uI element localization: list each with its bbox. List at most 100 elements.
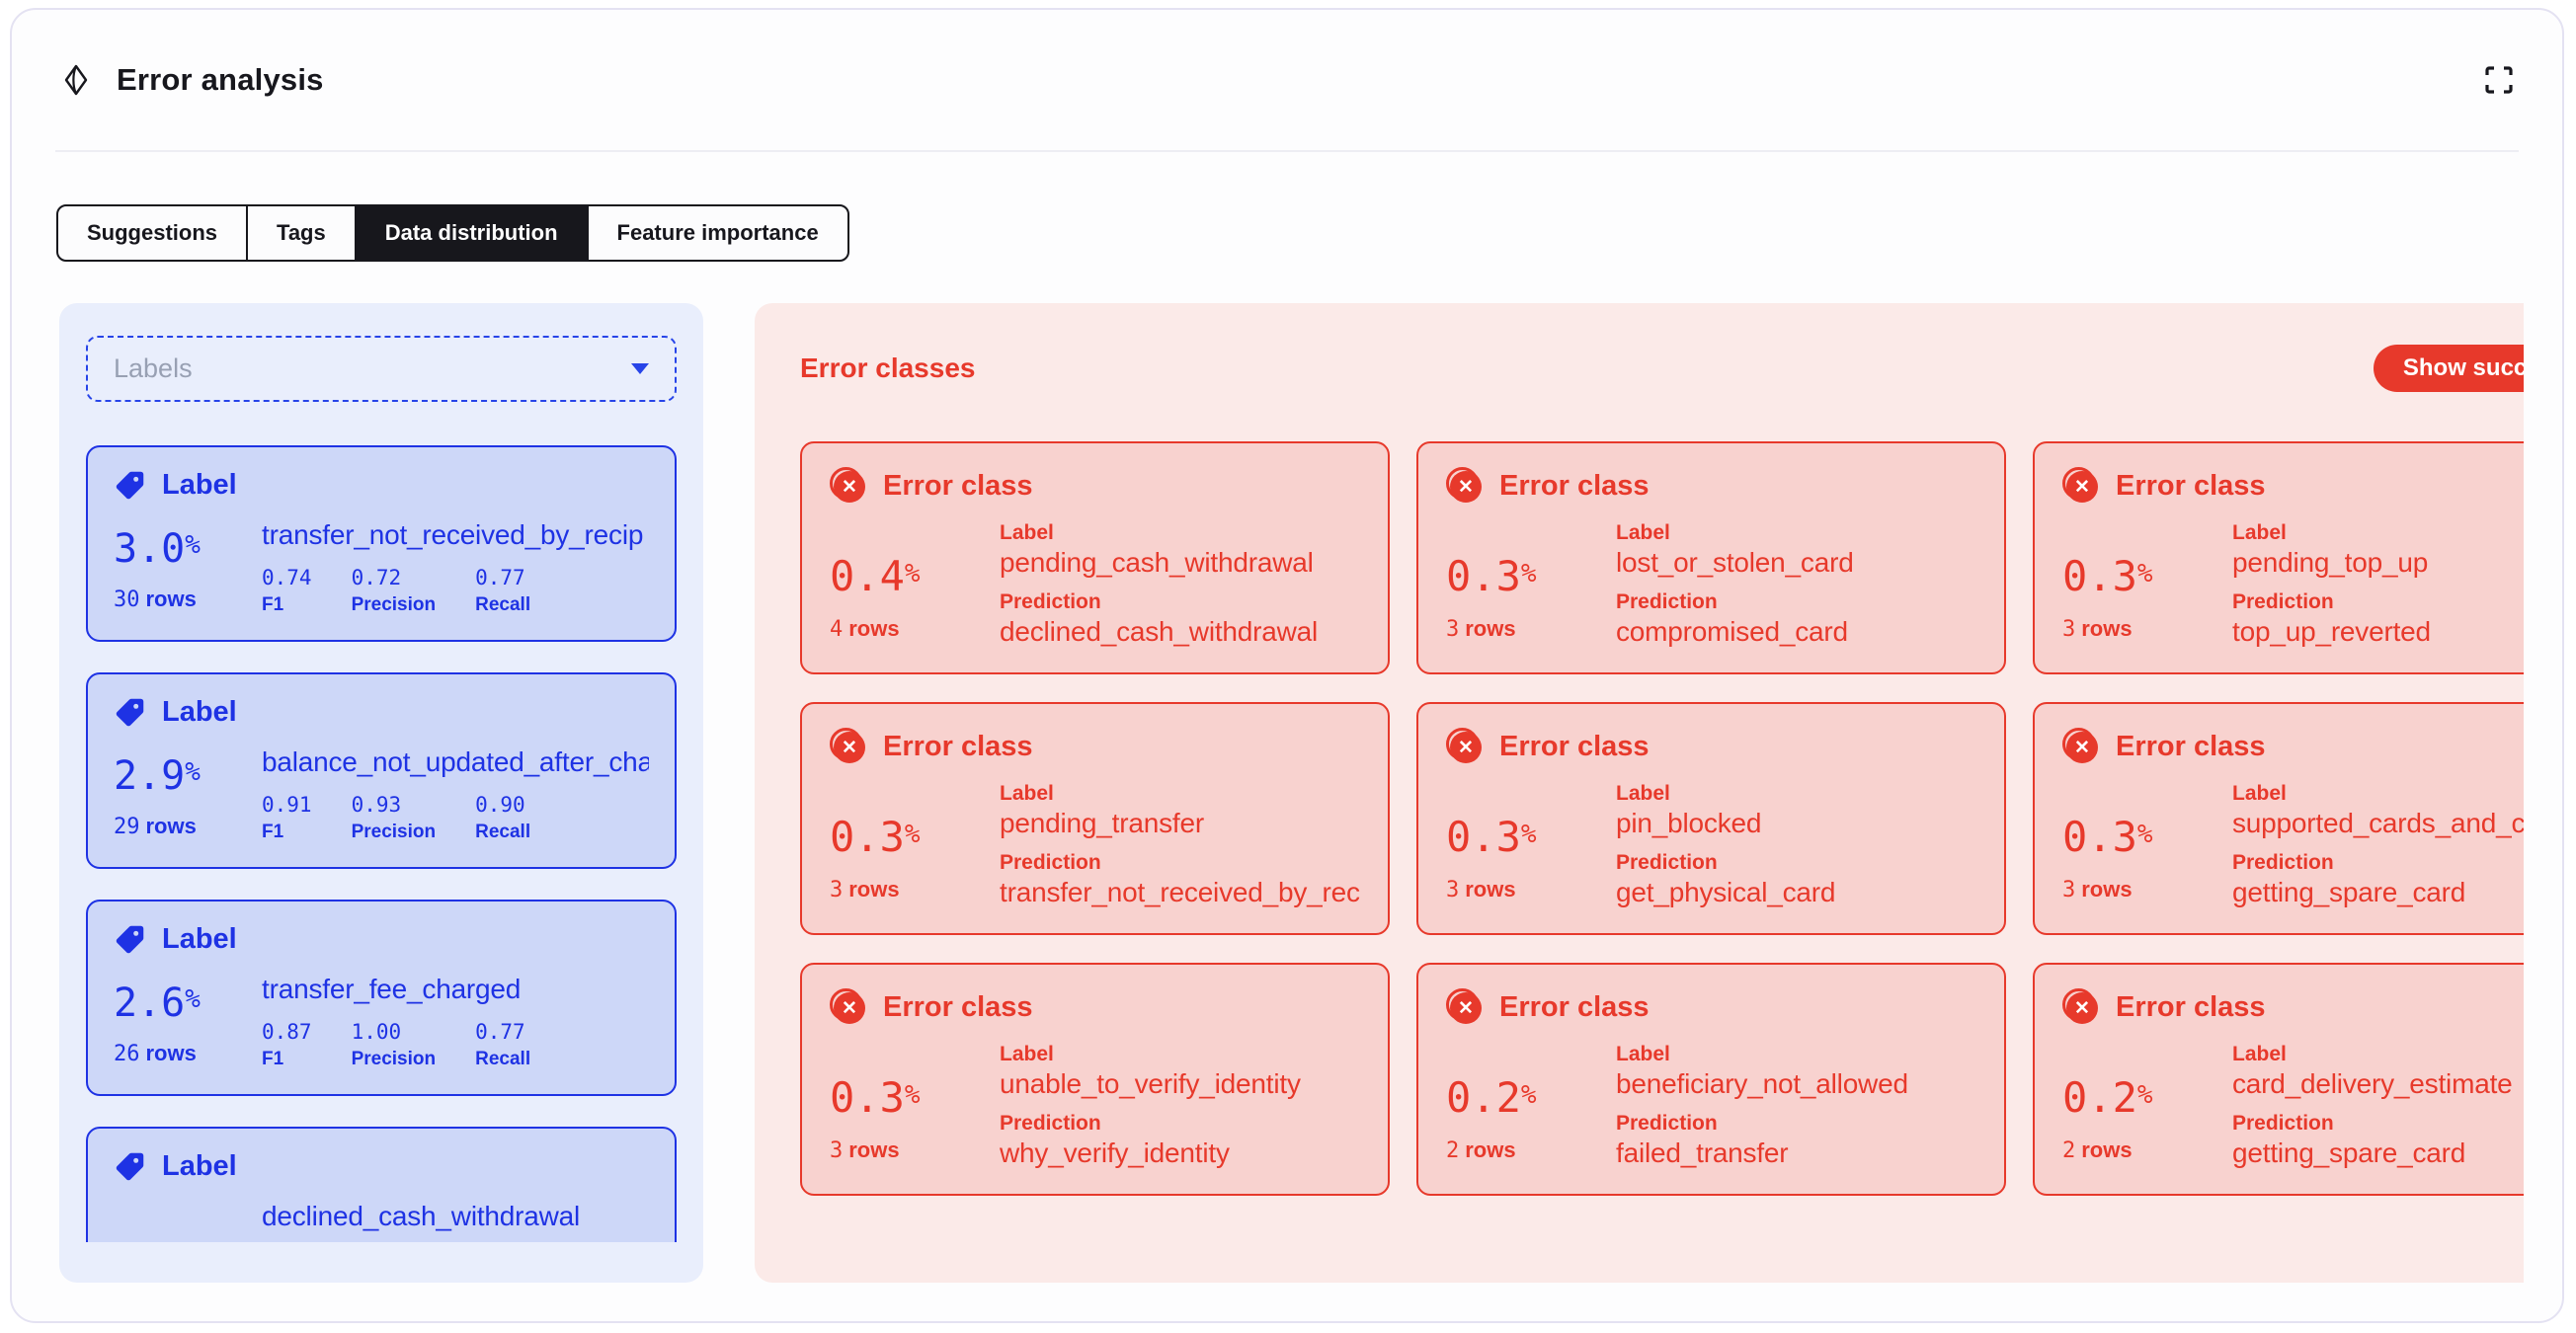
error-percent: 0.3%: [2062, 813, 2153, 861]
label-name: declined_cash_withdrawal: [262, 1201, 581, 1231]
error-card-title: Error class: [2116, 469, 2266, 502]
error-card-title: Error class: [2116, 730, 2266, 762]
error-class-card[interactable]: ✕ Error class 0.3% 3 rows Label pending_t…: [2033, 441, 2524, 674]
label-caption: Label: [2232, 521, 2287, 544]
label-card-title: Label: [162, 696, 237, 728]
error-label-value: beneficiary_not_allowed: [1616, 1068, 1908, 1099]
error-rows-count: 3 rows: [830, 1137, 900, 1163]
prediction-caption: Prediction: [1000, 851, 1101, 874]
gem-icon: [59, 63, 93, 97]
error-label-value: pending_transfer: [1000, 808, 1204, 838]
error-rows-count: 3 rows: [1446, 616, 1516, 642]
error-class-card[interactable]: ✕ Error class 0.3% 3 rows Label pin_block…: [1416, 702, 2006, 935]
prediction-caption: Prediction: [1616, 1112, 1718, 1135]
label-name: balance_not_updated_after_cha: [262, 746, 649, 777]
error-class-card[interactable]: ✕ Error class 0.2% 2 rows Label beneficia…: [1416, 963, 2006, 1196]
tag-icon: [114, 1150, 146, 1183]
error-circle-x-icon: ✕: [1446, 988, 1484, 1026]
error-prediction-value: compromised_card: [1616, 616, 1848, 647]
error-card-grid: ✕ Error class 0.4% 4 rows Label pending_c…: [800, 441, 2524, 1196]
error-percent: 0.3%: [830, 813, 921, 861]
label-percent: 2.9%: [114, 753, 201, 799]
error-class-card[interactable]: ✕ Error class 0.3% 3 rows Label supported…: [2033, 702, 2524, 935]
label-caption: Label: [1616, 521, 1670, 544]
tab-feature-importance[interactable]: Feature importance: [586, 206, 847, 260]
error-label-value: unable_to_verify_identity: [1000, 1068, 1301, 1099]
tag-icon: [114, 696, 146, 729]
prediction-caption: Prediction: [1000, 1112, 1101, 1135]
labels-dropdown[interactable]: Labels: [86, 336, 677, 402]
error-card-title: Error class: [2116, 990, 2266, 1023]
error-prediction-value: why_verify_identity: [1000, 1137, 1230, 1168]
error-label-value: pin_blocked: [1616, 808, 1762, 838]
error-class-card[interactable]: ✕ Error class 0.3% 3 rows Label lost_or_s…: [1416, 441, 2006, 674]
label-card-title: Label: [162, 1150, 237, 1182]
prediction-caption: Prediction: [1616, 851, 1718, 874]
label-rows-count: 30 rows: [114, 587, 197, 612]
page-title: Error analysis: [117, 62, 324, 97]
error-class-card[interactable]: ✕ Error class 0.3% 3 rows Label unable_to…: [800, 963, 1390, 1196]
error-percent: 0.3%: [2062, 552, 2153, 600]
label-caption: Label: [2232, 1043, 2287, 1065]
error-card-title: Error class: [883, 469, 1033, 502]
error-prediction-value: declined_cash_withdrawal: [1000, 616, 1319, 647]
label-card-list: Label 3.0% 30 rows transfer_not_received_…: [86, 445, 677, 1242]
label-card[interactable]: Label 2.9% 29 rows balance_not_updated_af…: [86, 672, 677, 869]
tab-data-distribution[interactable]: Data distribution: [354, 206, 587, 260]
label-metrics: 0.87 F1 1.00 Precision 0.77 Recall: [262, 1020, 531, 1069]
prediction-caption: Prediction: [2232, 590, 2334, 613]
error-percent: 0.2%: [2062, 1073, 2153, 1122]
error-prediction-value: getting_spare_card: [2232, 877, 2466, 907]
label-caption: Label: [1000, 521, 1054, 544]
error-card-title: Error class: [1499, 730, 1650, 762]
error-label-value: pending_top_up: [2232, 547, 2429, 578]
error-label-value: lost_or_stolen_card: [1616, 547, 1854, 578]
tab-suggestions[interactable]: Suggestions: [87, 220, 218, 245]
prediction-caption: Prediction: [2232, 1112, 2334, 1135]
label-percent: 2.6%: [114, 980, 201, 1026]
error-circle-x-icon: ✕: [830, 988, 867, 1026]
error-class-card[interactable]: ✕ Error class 0.4% 4 rows Label pending_c…: [800, 441, 1390, 674]
error-prediction-value: failed_transfer: [1616, 1137, 1789, 1168]
label-card[interactable]: Label 3.0% 30 rows transfer_not_received_…: [86, 445, 677, 642]
error-class-card[interactable]: ✕ Error class 0.2% 2 rows Label card_deli…: [2033, 963, 2524, 1196]
tag-icon: [114, 469, 146, 502]
error-classes-panel: Error classes Show successes ✕ Error cla…: [755, 303, 2524, 1283]
show-successes-button[interactable]: Show successes: [2373, 345, 2524, 392]
error-analysis-widget: Error analysis Suggestions Tags Data dis…: [10, 8, 2564, 1323]
error-circle-x-icon: ✕: [1446, 728, 1484, 765]
prediction-caption: Prediction: [2232, 851, 2334, 874]
label-caption: Label: [1616, 782, 1670, 805]
error-percent: 0.3%: [1446, 552, 1537, 600]
error-card-title: Error class: [883, 990, 1033, 1023]
error-circle-x-icon: ✕: [2062, 988, 2100, 1026]
error-card-title: Error class: [883, 730, 1033, 762]
error-percent: 0.3%: [1446, 813, 1537, 861]
error-label-value: card_delivery_estimate: [2232, 1068, 2513, 1099]
label-caption: Label: [1616, 1043, 1670, 1065]
fullscreen-icon[interactable]: [2483, 64, 2515, 96]
error-circle-x-icon: ✕: [2062, 467, 2100, 505]
tab-tags[interactable]: Tags: [246, 206, 355, 260]
label-card-title: Label: [162, 923, 237, 955]
error-prediction-value: transfer_not_received_by_recip: [1000, 877, 1360, 907]
error-rows-count: 3 rows: [830, 877, 900, 902]
labels-panel: Labels Label 3.0% 30 rows transfer_not_re…: [59, 303, 703, 1283]
error-rows-count: 2 rows: [2062, 1137, 2133, 1163]
error-class-card[interactable]: ✕ Error class 0.3% 3 rows Label pending_t…: [800, 702, 1390, 935]
label-card[interactable]: Label 2.6% 26 rows transfer_fee_charged 0…: [86, 900, 677, 1096]
error-circle-x-icon: ✕: [830, 728, 867, 765]
label-card[interactable]: Label declined_cash_withdrawal: [86, 1127, 677, 1242]
error-percent: 0.2%: [1446, 1073, 1537, 1122]
widget-header: Error analysis: [55, 10, 2519, 152]
error-card-title: Error class: [1499, 469, 1650, 502]
error-circle-x-icon: ✕: [830, 467, 867, 505]
error-rows-count: 3 rows: [2062, 616, 2133, 642]
error-rows-count: 3 rows: [2062, 877, 2133, 902]
error-rows-count: 4 rows: [830, 616, 900, 642]
error-label-value: supported_cards_and_cur: [2232, 808, 2524, 838]
chevron-down-icon: [631, 363, 649, 374]
label-percent: 3.0%: [114, 526, 201, 572]
label-caption: Label: [2232, 782, 2287, 805]
label-rows-count: 26 rows: [114, 1041, 197, 1066]
